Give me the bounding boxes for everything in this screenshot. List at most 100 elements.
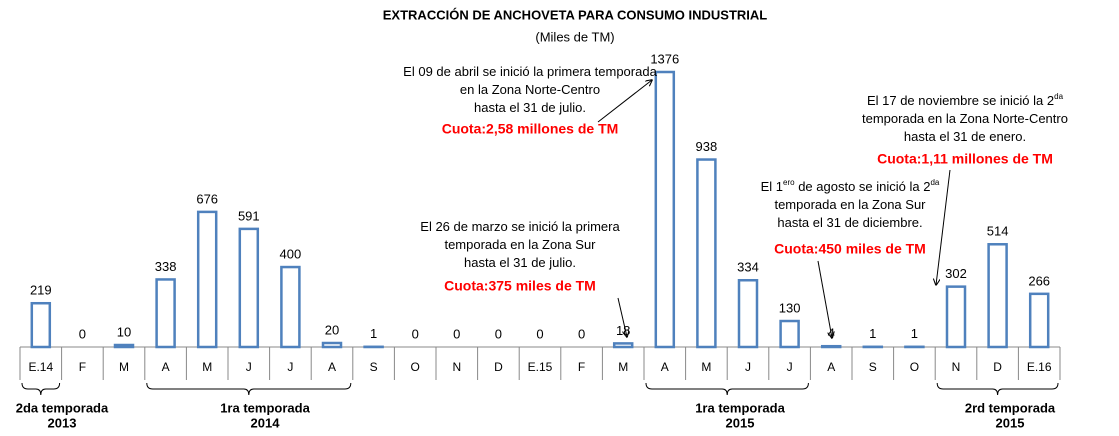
x-tick-label: M bbox=[618, 360, 628, 374]
annotation-part: de agosto se inició la 2 bbox=[795, 179, 931, 194]
value-label: 938 bbox=[696, 139, 718, 154]
value-label: 591 bbox=[238, 208, 260, 223]
bar bbox=[1028, 292, 1050, 349]
annotation-text: El 1ero de agosto se inició la 2da bbox=[761, 178, 940, 194]
value-label: 1 bbox=[869, 326, 876, 341]
bar bbox=[113, 343, 135, 349]
annotation-part: temporada en la Zona Sur bbox=[444, 237, 596, 252]
value-label: 20 bbox=[325, 322, 339, 337]
x-tick-label: J bbox=[745, 360, 751, 374]
bar bbox=[987, 243, 1008, 349]
annotation-text: El 09 de abril se inició la primera temp… bbox=[403, 64, 657, 79]
x-tick-label: D bbox=[494, 360, 503, 374]
value-label: 0 bbox=[412, 326, 419, 341]
annotation-arrow bbox=[597, 80, 652, 123]
annotation-text: El 17 de noviembre se inició la 2da bbox=[867, 92, 1064, 108]
annotation-part: hasta el 31 de julio. bbox=[464, 255, 576, 270]
x-tick-label: E.16 bbox=[1027, 360, 1052, 374]
group-brace bbox=[146, 382, 352, 396]
annotation-part: El 1 bbox=[761, 179, 783, 194]
x-tick-label: A bbox=[661, 360, 669, 374]
value-label: 338 bbox=[155, 259, 177, 274]
value-label: 219 bbox=[30, 283, 52, 298]
annotation-part: El 09 de abril se inició la primera temp… bbox=[403, 64, 657, 79]
value-label: 400 bbox=[280, 246, 302, 261]
group-brace bbox=[936, 382, 1059, 396]
bar bbox=[696, 158, 717, 349]
bar bbox=[654, 70, 676, 349]
x-tick-label: J bbox=[787, 360, 793, 374]
annotation-part: da bbox=[930, 178, 939, 187]
value-label: 1 bbox=[911, 326, 918, 341]
x-tick-label: J bbox=[287, 360, 293, 374]
bar bbox=[280, 265, 301, 349]
x-tick-label: M bbox=[701, 360, 711, 374]
annotation-text: temporada en la Zona Norte-Centro bbox=[862, 111, 1068, 126]
group-brace bbox=[21, 382, 61, 396]
value-label: 0 bbox=[578, 326, 585, 341]
x-tick-label: N bbox=[452, 360, 461, 374]
bar bbox=[820, 344, 842, 349]
value-label: 334 bbox=[737, 260, 759, 275]
value-label: 18 bbox=[616, 323, 630, 338]
annotation-part: da bbox=[1054, 92, 1063, 101]
value-label: 266 bbox=[1028, 273, 1050, 288]
x-tick-label: O bbox=[411, 360, 420, 374]
annotation-part: El 26 de marzo se inició la primera bbox=[420, 219, 620, 234]
annotation-text: hasta el 31 de diciembre. bbox=[777, 215, 922, 230]
x-tick-label: A bbox=[827, 360, 835, 374]
bar bbox=[779, 319, 800, 349]
x-tick-label: S bbox=[869, 360, 877, 374]
x-tick-label: A bbox=[162, 360, 170, 374]
value-label: 0 bbox=[453, 326, 460, 341]
x-tick-label: F bbox=[79, 360, 86, 374]
value-label: 676 bbox=[196, 191, 218, 206]
group-label: 2013 bbox=[48, 415, 77, 430]
bar bbox=[737, 278, 759, 349]
group-label: 2015 bbox=[726, 415, 755, 430]
chart-subtitle: (Miles de TM) bbox=[535, 29, 614, 44]
annotation-part: hasta el 31 de enero. bbox=[904, 129, 1026, 144]
annotation-quota: Cuota:450 miles de TM bbox=[774, 241, 926, 257]
group-label: 2014 bbox=[251, 415, 281, 430]
x-tick-label: F bbox=[578, 360, 585, 374]
annotation-arrow bbox=[936, 169, 951, 285]
x-tick-label: E.15 bbox=[528, 360, 553, 374]
x-tick-label: M bbox=[202, 360, 212, 374]
group-label: 2da temporada bbox=[16, 400, 109, 415]
annotation-part: ero bbox=[783, 178, 795, 187]
value-label: 130 bbox=[779, 300, 801, 315]
annotation-quota: Cuota:375 miles de TM bbox=[444, 278, 596, 294]
annotation-arrow bbox=[817, 260, 832, 338]
bar bbox=[238, 227, 260, 349]
group-label: 1ra temporada bbox=[695, 400, 785, 415]
value-label: 514 bbox=[987, 224, 1009, 239]
annotation-part: temporada en la Zona Sur bbox=[774, 197, 926, 212]
value-label: 302 bbox=[945, 266, 967, 281]
bar bbox=[612, 342, 634, 349]
bar bbox=[945, 285, 967, 349]
annotation-part: hasta el 31 de julio. bbox=[474, 100, 586, 115]
group-label: 2015 bbox=[996, 415, 1025, 430]
group-label: 1ra temporada bbox=[220, 400, 310, 415]
x-tick-label: M bbox=[119, 360, 129, 374]
value-label: 10 bbox=[117, 324, 131, 339]
bar bbox=[30, 301, 52, 349]
value-label: 1376 bbox=[650, 51, 679, 66]
x-tick-label: E.14 bbox=[28, 360, 53, 374]
annotation-text: temporada en la Zona Sur bbox=[444, 237, 596, 252]
x-tick-label: D bbox=[993, 360, 1002, 374]
value-label: 1 bbox=[370, 326, 377, 341]
annotation-text: en la Zona Norte-Centro bbox=[460, 82, 600, 97]
chart-title: EXTRACCIÓN DE ANCHOVETA PARA CONSUMO IND… bbox=[383, 7, 768, 22]
annotation-arrow bbox=[617, 297, 627, 337]
x-tick-label: J bbox=[246, 360, 252, 374]
bar bbox=[155, 278, 176, 349]
annotation-quota: Cuota:2,58 millones de TM bbox=[442, 121, 619, 137]
group-brace bbox=[645, 382, 809, 396]
value-label: 0 bbox=[79, 326, 86, 341]
annotation-part: temporada en la Zona Norte-Centro bbox=[862, 111, 1068, 126]
annotation-text: hasta el 31 de julio. bbox=[464, 255, 576, 270]
bar bbox=[196, 210, 218, 349]
annotation-quota: Cuota:1,11 millones de TM bbox=[877, 151, 1053, 167]
